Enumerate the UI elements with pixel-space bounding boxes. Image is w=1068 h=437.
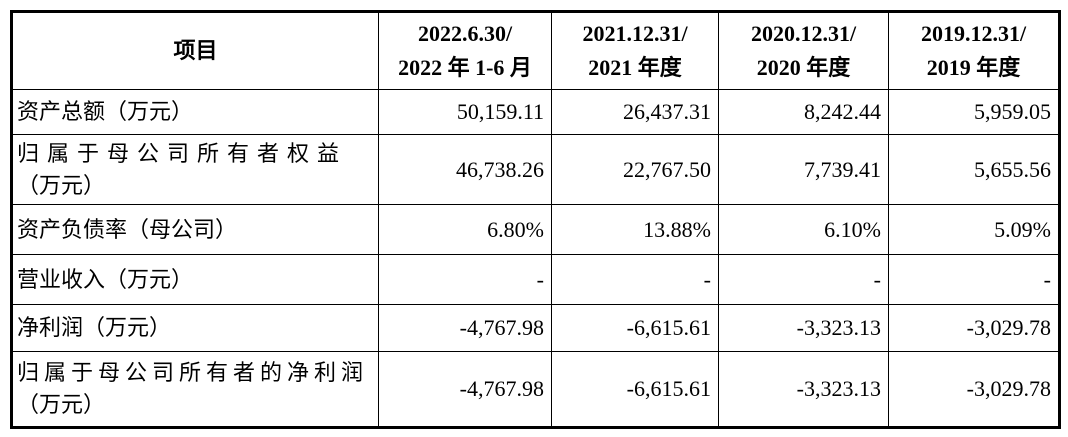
- table-row-parent-net-profit: 归属于母公司所有者的净利润 （万元） -4,767.98 -6,615.61 -…: [11, 351, 1060, 428]
- row-label-text: 归属于母公司所有者权益: [17, 140, 348, 166]
- value-cell: -: [888, 254, 1060, 305]
- row-label: 资产总额（万元）: [11, 89, 379, 135]
- row-label-text: 营业收入（万元）: [17, 266, 194, 292]
- value-cell: 6.80%: [378, 204, 552, 255]
- table-row-net-profit: 净利润（万元） -4,767.98 -6,615.61 -3,323.13 -3…: [11, 304, 1060, 352]
- item-header-label: 项目: [173, 38, 218, 63]
- value-cell: 5,655.56: [888, 134, 1060, 205]
- value-cell: -4,767.98: [378, 304, 552, 352]
- row-label-unit: （万元）: [17, 172, 106, 198]
- table-row-debt-ratio: 资产负债率（母公司） 6.80% 13.88% 6.10% 5.09%: [11, 204, 1060, 255]
- period-date-line: 2019.12.31/: [920, 21, 1027, 46]
- column-header-item: 项目: [11, 11, 379, 90]
- period-range-line: 2019 年度: [926, 55, 1021, 80]
- value-cell: -3,323.13: [718, 304, 889, 352]
- column-header-period-2020: 2020.12.31/ 2020 年度: [718, 11, 889, 90]
- financial-summary-table: 项目 2022.6.30/ 2022 年 1-6 月 2021.12.31/ 2…: [10, 10, 1061, 429]
- value-cell: 50,159.11: [378, 89, 552, 135]
- period-date-line: 2022.6.30/: [417, 21, 513, 46]
- column-header-period-2019: 2019.12.31/ 2019 年度: [888, 11, 1060, 90]
- value-cell: -3,029.78: [888, 304, 1060, 352]
- value-cell: 8,242.44: [718, 89, 889, 135]
- row-label: 净利润（万元）: [11, 304, 379, 352]
- row-label-unit: （万元）: [17, 392, 106, 417]
- value-cell: 26,437.31: [551, 89, 719, 135]
- value-cell: 7,739.41: [718, 134, 889, 205]
- header-row: 项目 2022.6.30/ 2022 年 1-6 月 2021.12.31/ 2…: [11, 11, 1060, 90]
- row-label-text: 资产总额（万元）: [17, 99, 194, 124]
- row-label-text: 归属于母公司所有者的净利润: [17, 360, 369, 385]
- row-label: 归属于母公司所有者的净利润 （万元）: [11, 351, 379, 428]
- row-label: 资产负债率（母公司）: [11, 204, 379, 255]
- value-cell: 46,738.26: [378, 134, 552, 205]
- row-label: 营业收入（万元）: [11, 254, 379, 305]
- row-label: 归属于母公司所有者权益 （万元）: [11, 134, 379, 205]
- value-cell: 6.10%: [718, 204, 889, 255]
- column-header-period-2022: 2022.6.30/ 2022 年 1-6 月: [378, 11, 552, 90]
- value-cell: 13.88%: [551, 204, 719, 255]
- value-cell: -: [551, 254, 719, 305]
- table-row-operating-revenue: 营业收入（万元） - - - -: [11, 254, 1060, 305]
- value-cell: -6,615.61: [551, 304, 719, 352]
- period-range-line: 2021 年度: [588, 55, 682, 80]
- period-range-line: 2020 年度: [756, 55, 851, 80]
- value-cell: 22,767.50: [551, 134, 719, 205]
- value-cell: -4,767.98: [378, 351, 552, 428]
- period-date-line: 2020.12.31/: [750, 21, 857, 46]
- value-cell: -: [718, 254, 889, 305]
- row-label-text: 资产负债率（母公司）: [17, 216, 238, 242]
- table-row-parent-equity: 归属于母公司所有者权益 （万元） 46,738.26 22,767.50 7,7…: [11, 134, 1060, 205]
- value-cell: -3,029.78: [888, 351, 1060, 428]
- column-header-period-2021: 2021.12.31/ 2021 年度: [551, 11, 719, 90]
- period-date-line: 2021.12.31/: [582, 21, 688, 46]
- value-cell: 5,959.05: [888, 89, 1060, 135]
- value-cell: -3,323.13: [718, 351, 889, 428]
- period-range-line: 2022 年 1-6 月: [398, 55, 532, 80]
- value-cell: -: [378, 254, 552, 305]
- table-row-total-assets: 资产总额（万元） 50,159.11 26,437.31 8,242.44 5,…: [11, 89, 1060, 135]
- value-cell: -6,615.61: [551, 351, 719, 428]
- value-cell: 5.09%: [888, 204, 1060, 255]
- row-label-text: 净利润（万元）: [17, 315, 172, 340]
